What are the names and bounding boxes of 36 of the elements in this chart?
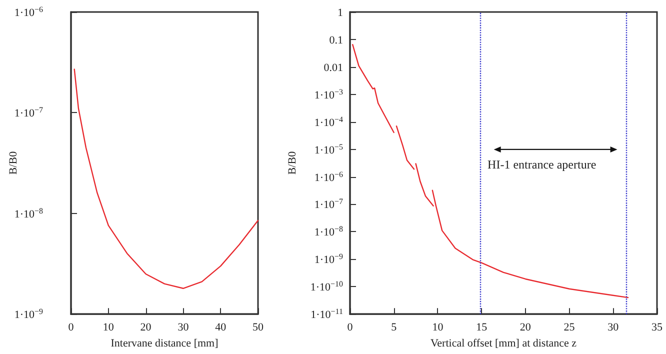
y-tick-label: 0.1 [329,34,343,46]
x-tick-label: 50 [252,322,264,334]
x-tick-label: 10 [102,322,114,334]
x-tick-label: 40 [215,322,227,334]
x-axis-title: Vertical offset [mm] at distance z [430,338,577,350]
x-tick-label: 30 [178,322,190,334]
y-tick-label: 0.01 [324,62,343,74]
x-tick-label: 20 [140,322,152,334]
x-axis-title: Intervane distance [mm] [110,338,218,350]
y-tick-label: 1·10$^{−9}$ [314,252,343,266]
y-tick-label: 1·10$^{−10}$ [310,279,343,294]
annotation: HI-1 entrance aperture [488,157,596,172]
x-tick-label: 0 [68,322,74,334]
y-tick-label: 1·10$^{−9}$ [14,306,43,322]
y-tick-label: 1·10$^{−6}$ [14,4,43,19]
y-tick-label: 1·10$^{−7}$ [314,196,343,212]
y-tick-label: 1·10$^{−5}$ [314,142,343,156]
x-tick-label: 20 [520,322,532,334]
y-tick-label: 1 [338,7,343,19]
y-tick-label: 1·10$^{−6}$ [314,169,343,184]
y-tick-label: 1·10$^{−3}$ [314,86,343,102]
y-tick-label: 1·10$^{−8}$ [14,206,43,220]
y-tick-label: 1·10$^{−8}$ [314,224,343,239]
line-series [74,68,259,289]
y-axis-title: B/B0 [8,150,20,175]
x-tick-label: 5 [391,322,398,334]
x-tick-label: 10 [432,322,444,334]
x-tick-label: 35 [652,322,663,334]
y-tick-label: 1·10$^{−7}$ [14,105,43,120]
y-axis-title: B/B0 [286,150,298,175]
x-tick-label: 25 [564,322,576,334]
y-tick-label: 1·10$^{−4}$ [314,114,343,129]
x-tick-label: 15 [476,322,488,334]
x-tick-label: 30 [608,322,620,334]
x-tick-label: 0 [347,322,354,334]
y-tick-label: 1·10$^{−11}$ [310,306,343,322]
